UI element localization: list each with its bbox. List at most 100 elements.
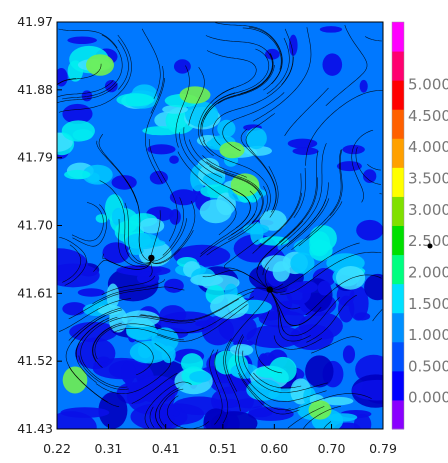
streamline [205, 35, 273, 94]
field-patch [120, 265, 171, 277]
streamline [273, 335, 323, 350]
streamline [62, 244, 82, 283]
field-patch [364, 273, 383, 301]
streamline [57, 78, 77, 85]
streamline [302, 406, 341, 429]
streamline [134, 340, 154, 376]
streamline [235, 334, 291, 410]
colorbar-tick-label: 0.500 [408, 357, 448, 375]
streamline [149, 200, 196, 264]
streamline [224, 239, 259, 280]
colorbar-swatch [392, 225, 404, 256]
colorbar-swatch [392, 370, 404, 401]
streamline [57, 79, 114, 98]
y-tick-label: 41.61 [17, 285, 53, 300]
streamline [98, 133, 142, 254]
streamline [155, 387, 180, 429]
field-patch [335, 265, 366, 290]
field-patch [359, 79, 368, 93]
field-patch [173, 59, 191, 74]
field-patch [248, 406, 273, 418]
streamline [144, 381, 192, 429]
streamline [58, 298, 132, 332]
streamline [293, 167, 306, 218]
field-patch [243, 223, 270, 235]
streamline [202, 155, 247, 178]
streamline [149, 406, 155, 428]
field-patch [62, 302, 87, 316]
streamline [141, 28, 161, 99]
streamline [109, 316, 196, 324]
colorbar-swatch [392, 283, 404, 314]
field-patch [317, 280, 331, 296]
field-patch [190, 273, 224, 287]
streamline [287, 406, 325, 429]
streamline [355, 147, 381, 185]
field-patch [179, 86, 211, 104]
streamline [253, 372, 302, 389]
colorbar-swatch [392, 399, 404, 430]
streamline [177, 151, 237, 236]
streamline [285, 393, 372, 412]
streamline [311, 336, 363, 354]
plot-area [57, 22, 383, 429]
streamline [367, 163, 381, 171]
point-marker [266, 286, 273, 293]
colorbar-swatch [392, 51, 404, 81]
field-patch [292, 147, 319, 156]
field-patch [286, 281, 312, 305]
streamline [280, 251, 382, 295]
y-tick-label: 41.52 [17, 353, 53, 368]
field-patch [210, 411, 258, 429]
field-patch [217, 119, 236, 138]
field-patch [356, 219, 383, 241]
streamline [92, 279, 166, 305]
field-patch [136, 271, 160, 285]
streamline [144, 77, 165, 184]
field-patch [342, 345, 356, 364]
field-patch [125, 233, 160, 250]
field-patch [111, 207, 126, 226]
field-patch [149, 170, 168, 185]
streamline [225, 292, 269, 392]
streamline [268, 288, 317, 326]
field-patch [288, 34, 298, 56]
colorbar-tick-label: 4.000 [408, 138, 448, 156]
streamline [238, 372, 300, 415]
field-patch [336, 161, 362, 172]
x-tick-label: 0.60 [260, 441, 288, 456]
streamline [68, 307, 122, 341]
field-patch [230, 173, 260, 197]
field-patch [322, 396, 354, 406]
streamline [140, 291, 254, 321]
field-patch [95, 213, 109, 223]
field-patch [126, 378, 175, 415]
streamline [279, 199, 327, 252]
field-patch [116, 93, 155, 107]
y-tick-label: 41.97 [17, 14, 53, 29]
field-patch [108, 307, 128, 333]
field-patch [86, 54, 114, 76]
colorbar [391, 21, 405, 430]
field-patch [342, 144, 365, 155]
field-patch [67, 36, 97, 44]
streamline [202, 269, 270, 290]
field-patch [161, 345, 176, 364]
streamline [206, 161, 264, 240]
x-tick-label: 0.79 [369, 441, 397, 456]
field-patch [362, 169, 377, 183]
streamline [58, 28, 118, 49]
streamline [72, 204, 108, 247]
streamline [94, 323, 204, 360]
field-patch [82, 164, 113, 185]
field-patch [298, 312, 343, 340]
streamline [57, 83, 118, 104]
streamline [202, 140, 271, 212]
field-patch [202, 172, 226, 186]
streamline [131, 372, 178, 404]
field-patch [77, 288, 105, 297]
streamline [237, 336, 327, 402]
streamline [75, 319, 105, 383]
field-patches [57, 26, 383, 429]
